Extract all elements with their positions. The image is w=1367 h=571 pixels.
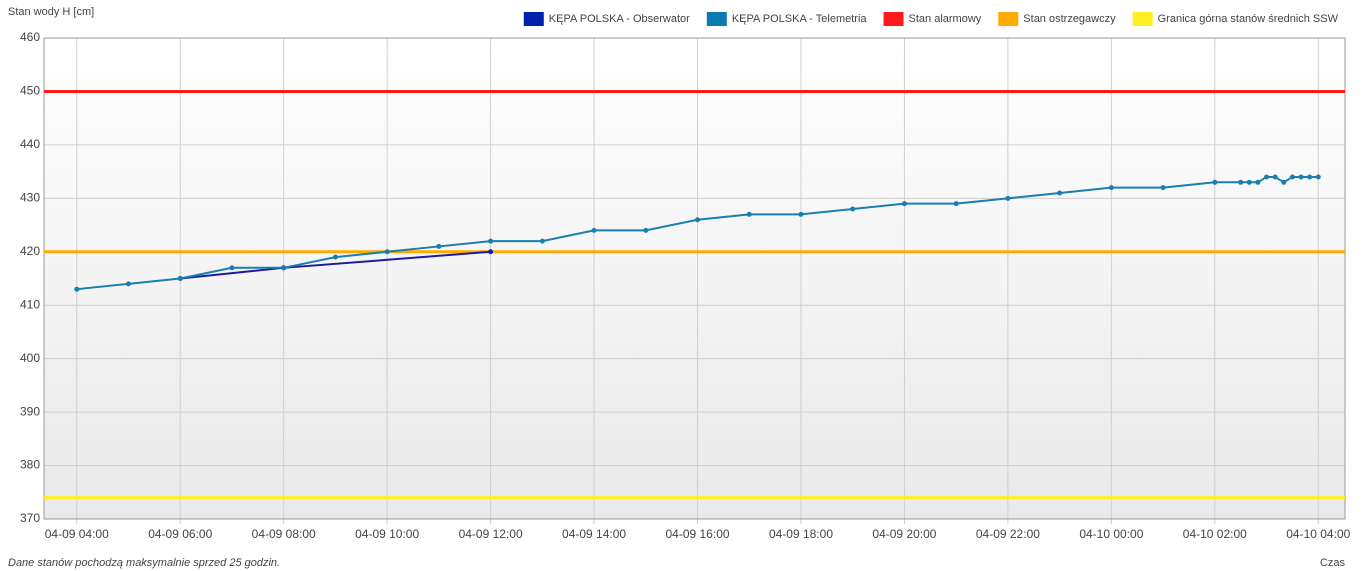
data-point bbox=[850, 206, 856, 212]
legend-label: Granica górna stanów średnich SSW bbox=[1158, 13, 1339, 25]
legend-swatch bbox=[1132, 12, 1153, 26]
legend-swatch bbox=[706, 12, 727, 26]
data-point bbox=[746, 211, 752, 217]
data-point bbox=[1264, 174, 1270, 180]
x-axis-label: Czas bbox=[1320, 557, 1346, 569]
plot-area bbox=[44, 38, 1345, 519]
data-point bbox=[1238, 179, 1244, 185]
legend-label: Stan alarmowy bbox=[909, 13, 982, 25]
data-point bbox=[695, 217, 701, 223]
legend-label: KĘPA POLSKA - Obserwator bbox=[549, 13, 690, 25]
y-tick-label: 410 bbox=[20, 297, 40, 311]
data-point bbox=[229, 265, 235, 271]
y-tick-label: 380 bbox=[20, 458, 40, 472]
data-point bbox=[1281, 179, 1287, 185]
x-tick-label: 04-09 04:00 bbox=[45, 527, 109, 541]
data-point bbox=[281, 265, 287, 271]
data-point bbox=[74, 286, 80, 292]
data-point bbox=[384, 249, 390, 255]
x-tick-label: 04-10 04:00 bbox=[1286, 527, 1350, 541]
x-tick-label: 04-09 08:00 bbox=[252, 527, 316, 541]
y-axis-label: Stan wody H [cm] bbox=[8, 6, 94, 18]
data-point bbox=[1255, 179, 1261, 185]
legend-swatch bbox=[998, 12, 1019, 26]
x-tick-label: 04-10 00:00 bbox=[1079, 527, 1143, 541]
data-point bbox=[591, 227, 597, 233]
legend-label: Stan ostrzegawczy bbox=[1023, 13, 1116, 25]
data-point bbox=[539, 238, 545, 244]
data-point bbox=[953, 201, 959, 207]
data-point bbox=[1108, 185, 1114, 191]
x-tick-label: 04-09 16:00 bbox=[665, 527, 729, 541]
footnote: Dane stanów pochodzą maksymalnie sprzed … bbox=[8, 557, 280, 569]
data-point bbox=[1289, 174, 1295, 180]
x-tick-label: 04-09 10:00 bbox=[355, 527, 419, 541]
y-tick-label: 400 bbox=[20, 351, 40, 365]
data-point bbox=[1160, 185, 1166, 191]
data-point bbox=[488, 238, 494, 244]
data-point bbox=[177, 276, 183, 281]
x-tick-label: 04-09 06:00 bbox=[148, 527, 212, 541]
legend-label: KĘPA POLSKA - Telemetria bbox=[732, 13, 868, 25]
y-tick-label: 450 bbox=[20, 84, 40, 98]
x-tick-label: 04-09 22:00 bbox=[976, 527, 1040, 541]
legend-swatch bbox=[883, 12, 904, 26]
data-point bbox=[1307, 174, 1313, 180]
data-point bbox=[901, 201, 907, 207]
data-point bbox=[488, 249, 494, 255]
data-point bbox=[643, 227, 649, 233]
data-point bbox=[1246, 179, 1252, 185]
data-point bbox=[1315, 174, 1321, 180]
legend-swatch bbox=[523, 12, 544, 26]
data-point bbox=[1272, 174, 1278, 180]
y-tick-label: 390 bbox=[20, 404, 40, 418]
y-tick-label: 370 bbox=[20, 511, 40, 525]
data-point bbox=[1057, 190, 1063, 196]
data-point bbox=[798, 211, 804, 217]
data-point bbox=[1298, 174, 1304, 180]
data-point bbox=[332, 254, 338, 260]
x-tick-label: 04-09 20:00 bbox=[872, 527, 936, 541]
data-point bbox=[125, 281, 131, 287]
y-tick-label: 430 bbox=[20, 191, 40, 205]
x-tick-label: 04-09 12:00 bbox=[459, 527, 523, 541]
x-tick-label: 04-10 02:00 bbox=[1183, 527, 1247, 541]
x-tick-label: 04-09 14:00 bbox=[562, 527, 626, 541]
data-point bbox=[436, 243, 442, 249]
y-tick-label: 420 bbox=[20, 244, 40, 258]
x-tick-label: 04-09 18:00 bbox=[769, 527, 833, 541]
data-point bbox=[1212, 179, 1218, 185]
y-tick-label: 460 bbox=[20, 30, 40, 44]
y-tick-label: 440 bbox=[20, 137, 40, 151]
data-point bbox=[1005, 195, 1011, 201]
plot-border bbox=[43, 37, 1346, 520]
